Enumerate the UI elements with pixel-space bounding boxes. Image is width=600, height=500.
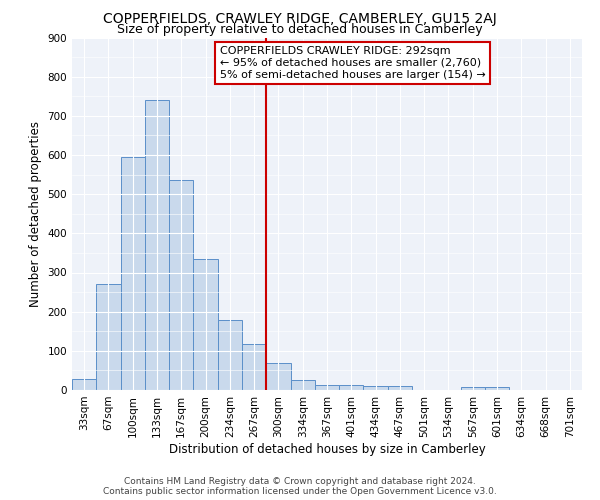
Bar [388, 386, 412, 390]
Bar [290, 380, 315, 390]
Bar [485, 387, 509, 390]
Bar [315, 385, 339, 390]
Bar [266, 364, 290, 390]
X-axis label: Distribution of detached houses by size in Camberley: Distribution of detached houses by size … [169, 442, 485, 456]
Text: Contains HM Land Registry data © Crown copyright and database right 2024.
Contai: Contains HM Land Registry data © Crown c… [103, 476, 497, 496]
Text: COPPERFIELDS CRAWLEY RIDGE: 292sqm
← 95% of detached houses are smaller (2,760)
: COPPERFIELDS CRAWLEY RIDGE: 292sqm ← 95%… [220, 46, 485, 80]
Bar [364, 386, 388, 390]
Bar [339, 385, 364, 390]
Text: Size of property relative to detached houses in Camberley: Size of property relative to detached ho… [117, 22, 483, 36]
Bar [169, 180, 193, 390]
Y-axis label: Number of detached properties: Number of detached properties [29, 120, 42, 306]
Bar [193, 259, 218, 390]
Bar [121, 157, 145, 390]
Bar [72, 380, 96, 390]
Bar [218, 320, 242, 390]
Text: COPPERFIELDS, CRAWLEY RIDGE, CAMBERLEY, GU15 2AJ: COPPERFIELDS, CRAWLEY RIDGE, CAMBERLEY, … [103, 12, 497, 26]
Bar [145, 100, 169, 390]
Bar [461, 387, 485, 390]
Bar [96, 284, 121, 390]
Bar [242, 344, 266, 390]
